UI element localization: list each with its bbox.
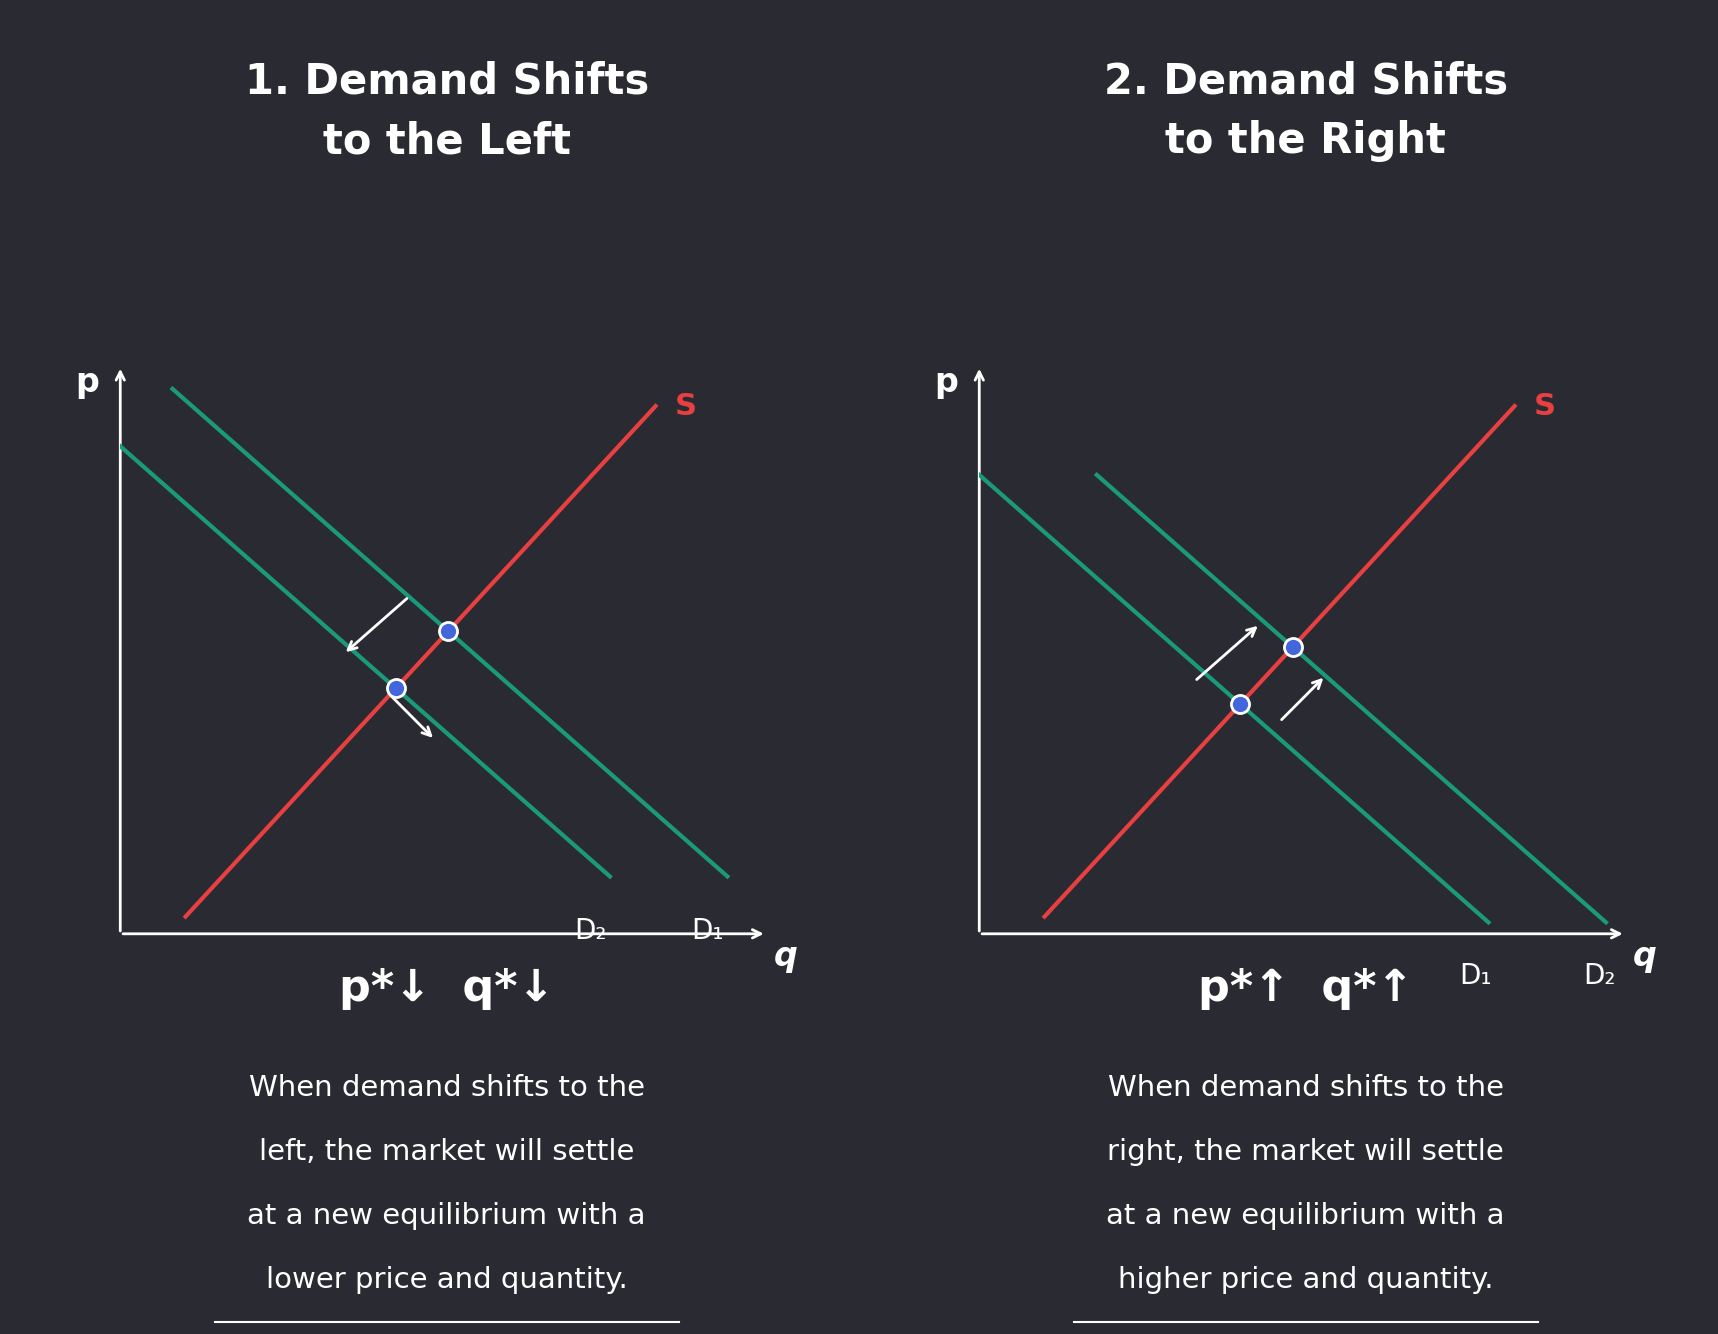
Text: When demand shifts to the: When demand shifts to the bbox=[1108, 1074, 1503, 1102]
Text: q: q bbox=[775, 940, 799, 974]
Text: higher price and quantity.: higher price and quantity. bbox=[1118, 1266, 1493, 1294]
Text: at a new equilibrium with a: at a new equilibrium with a bbox=[1106, 1202, 1505, 1230]
Text: S: S bbox=[1534, 392, 1557, 420]
Text: to the Left: to the Left bbox=[323, 120, 570, 161]
Text: p: p bbox=[935, 366, 959, 399]
Text: left, the market will settle: left, the market will settle bbox=[259, 1138, 634, 1166]
Text: D₂: D₂ bbox=[1584, 963, 1615, 990]
Text: at a new equilibrium with a: at a new equilibrium with a bbox=[247, 1202, 646, 1230]
Text: 2. Demand Shifts: 2. Demand Shifts bbox=[1103, 60, 1508, 101]
Text: p: p bbox=[76, 366, 100, 399]
Text: When demand shifts to the: When demand shifts to the bbox=[249, 1074, 644, 1102]
Text: p*↓  q*↓: p*↓ q*↓ bbox=[338, 967, 555, 1010]
Text: S: S bbox=[675, 392, 698, 420]
Text: D₂: D₂ bbox=[574, 916, 606, 944]
Text: q: q bbox=[1634, 940, 1658, 974]
Text: 1. Demand Shifts: 1. Demand Shifts bbox=[244, 60, 649, 101]
Text: right, the market will settle: right, the market will settle bbox=[1108, 1138, 1503, 1166]
Text: p*↑  q*↑: p*↑ q*↑ bbox=[1197, 967, 1414, 1010]
Text: to the Right: to the Right bbox=[1165, 120, 1447, 161]
Text: D₁: D₁ bbox=[692, 916, 723, 944]
Text: lower price and quantity.: lower price and quantity. bbox=[266, 1266, 627, 1294]
Text: D₁: D₁ bbox=[1459, 963, 1491, 990]
